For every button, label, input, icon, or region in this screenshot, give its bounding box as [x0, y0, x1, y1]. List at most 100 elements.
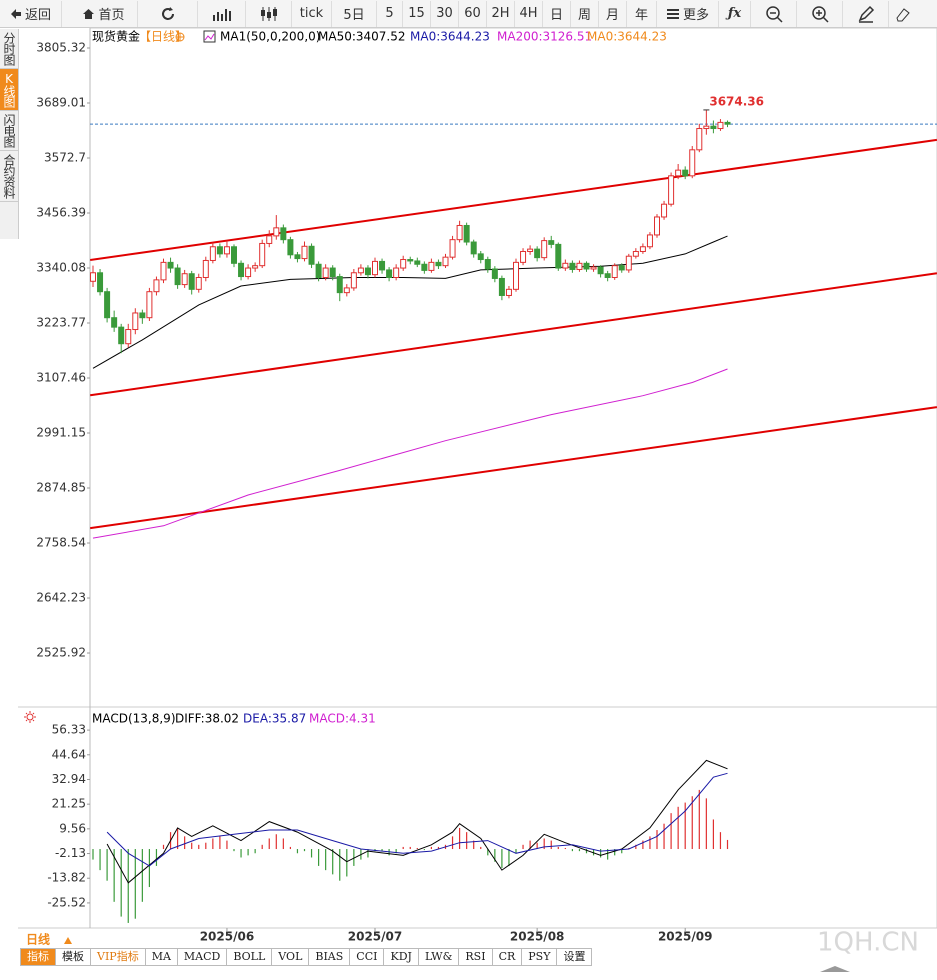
trendline	[90, 138, 937, 261]
chart-title: 现货黄金	[92, 29, 140, 44]
indicator-tab[interactable]: MACD	[177, 948, 228, 966]
candle-body	[449, 239, 456, 258]
candle-body	[527, 248, 534, 252]
x-tick-label: 2025/07	[348, 930, 402, 944]
candle-body	[442, 256, 449, 267]
candle-body	[625, 255, 632, 271]
indicator-tab[interactable]: BIAS	[309, 948, 351, 966]
indicator-tab[interactable]: RSI	[459, 948, 493, 966]
candle-body	[639, 246, 646, 252]
side-tab[interactable]: 合约资料	[0, 151, 18, 202]
period-button[interactable]: 2H	[487, 0, 515, 27]
more-button[interactable]: 更多	[657, 0, 719, 27]
y-tick-label: 3805.32	[36, 40, 86, 54]
y-tick-label: 56.33	[52, 723, 86, 737]
y-tick-label: 3223.77	[36, 316, 86, 330]
watermark: 1QH.CN	[817, 928, 919, 958]
indicator-tab[interactable]: VIP指标	[91, 948, 146, 966]
legend-item: MACD:4.31	[309, 712, 376, 726]
candle-body	[195, 277, 202, 290]
indicator-tab[interactable]: CR	[492, 948, 523, 966]
y-tick-label: 21.25	[52, 797, 86, 811]
indicator-tab[interactable]: PSY	[522, 948, 558, 966]
candle-body	[541, 240, 548, 259]
indicator-tab[interactable]: BOLL	[227, 948, 273, 966]
candle-body	[266, 235, 273, 244]
candle-body	[125, 329, 132, 345]
more-label: 更多	[682, 8, 709, 23]
draw-button[interactable]	[843, 0, 889, 27]
refresh-button[interactable]	[138, 0, 198, 27]
candle-button[interactable]	[246, 0, 292, 27]
zoom-out-button[interactable]	[751, 0, 797, 27]
plot	[90, 109, 937, 539]
candle-body	[675, 169, 682, 177]
candle-body	[118, 326, 125, 345]
legend-item: DEA:35.87	[243, 712, 306, 726]
candle-body	[294, 254, 301, 260]
indicator-tab[interactable]: 设置	[557, 948, 593, 966]
period-button[interactable]: 4H	[515, 0, 543, 27]
candle-body	[350, 272, 357, 289]
candle-body	[188, 273, 195, 290]
legend-item: DIFF:38.02	[175, 712, 239, 726]
period-button[interactable]: 日	[543, 0, 571, 27]
back-button[interactable]: 返回	[0, 0, 62, 27]
y-tick-label: 2642.23	[36, 591, 86, 605]
indicator-tab[interactable]: MA	[145, 948, 178, 966]
candle-body	[421, 263, 428, 271]
period-button[interactable]: 30	[431, 0, 459, 27]
candle-body	[491, 268, 498, 279]
legend-item: MACD(13,8,9)	[92, 712, 176, 726]
settings-icon	[175, 32, 185, 42]
candle-body	[604, 273, 611, 279]
period-button[interactable]: 60	[459, 0, 487, 27]
fx-button[interactable]: ƒx	[719, 0, 751, 27]
period-label[interactable]: 日线	[26, 932, 50, 947]
period-button[interactable]: 5日	[332, 0, 377, 27]
period-button[interactable]: 5	[377, 0, 403, 27]
candle-body	[259, 242, 266, 267]
candle-body	[223, 246, 230, 255]
period-button[interactable]: 月	[599, 0, 627, 27]
indicator-tab[interactable]: LW&	[418, 948, 460, 966]
indicator-tab[interactable]: VOL	[272, 948, 310, 966]
legend-item: MA0:3644.23	[587, 30, 667, 44]
candle-body	[428, 261, 435, 271]
period-button[interactable]: 周	[571, 0, 599, 27]
candle-body	[209, 246, 216, 261]
candle-body	[597, 266, 604, 275]
y-tick-label: 3340.08	[36, 261, 86, 275]
side-tab[interactable]: K线图	[0, 69, 18, 111]
candle-body	[238, 262, 245, 278]
period-arrow[interactable]	[64, 937, 72, 944]
y-tick-label: 2758.54	[36, 536, 86, 550]
side-tab[interactable]: 分时图	[0, 29, 18, 69]
candle-body	[682, 169, 689, 177]
zoom-in-button[interactable]	[797, 0, 843, 27]
ma-icon	[204, 33, 215, 41]
candle-body	[435, 261, 442, 267]
candle-body	[379, 260, 386, 271]
indicator-tab[interactable]: KDJ	[384, 948, 419, 966]
period-button[interactable]: tick	[292, 0, 332, 27]
candle-body	[498, 277, 505, 296]
candle-body	[280, 227, 287, 241]
indicator-tab[interactable]: 指标	[20, 948, 56, 966]
candle-body	[174, 267, 181, 286]
scroll-arrow[interactable]	[820, 966, 850, 972]
candle-body	[555, 243, 562, 269]
erase-button[interactable]	[889, 1, 917, 27]
candle-body	[245, 267, 252, 278]
period-button[interactable]: 15	[403, 0, 431, 27]
trendline	[90, 272, 937, 397]
side-tab[interactable]: 闪电图	[0, 111, 18, 151]
home-button[interactable]: 首页	[70, 0, 138, 27]
candle-body	[689, 149, 696, 177]
indicator-tab[interactable]: CCI	[350, 948, 385, 966]
chart-button[interactable]	[198, 0, 246, 27]
x-tick-label: 2025/06	[200, 930, 254, 944]
indicator-tab[interactable]: 模板	[56, 948, 91, 966]
period-button[interactable]: 年	[627, 0, 657, 27]
plot	[92, 759, 729, 923]
